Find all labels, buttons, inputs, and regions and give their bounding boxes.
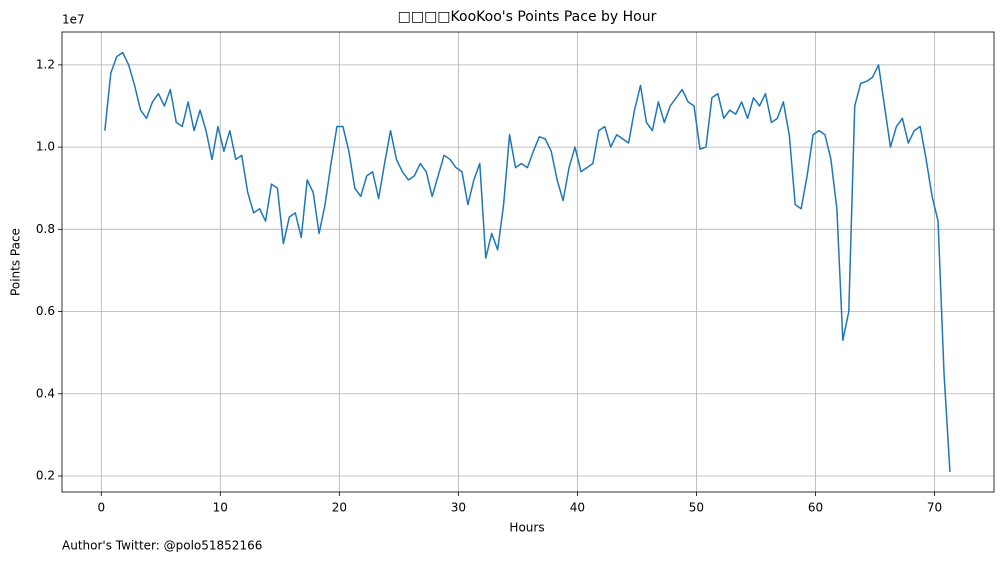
chart-title: □□□□KooKoo's Points Pace by Hour — [398, 9, 657, 25]
y-tick-label: 0.6 — [36, 304, 55, 318]
y-tick-label: 1.2 — [36, 57, 55, 71]
footnote: Author's Twitter: @polo51852166 — [62, 539, 262, 553]
x-tick-label: 40 — [570, 501, 585, 515]
y-tick-label: 0.2 — [36, 468, 55, 482]
y-tick-label: 1.0 — [36, 140, 55, 154]
y-tick-label: 0.8 — [36, 222, 55, 236]
y-axis-label: Points Pace — [9, 228, 23, 296]
x-tick-label: 60 — [808, 501, 823, 515]
x-axis-label: Hours — [509, 521, 544, 535]
x-tick-label: 0 — [97, 501, 105, 515]
x-tick-label: 20 — [332, 501, 347, 515]
x-tick-label: 70 — [927, 501, 942, 515]
axes-frame — [61, 31, 995, 493]
plot-area — [62, 32, 994, 492]
y-offset-label: 1e7 — [62, 13, 85, 27]
data-line — [104, 51, 951, 472]
x-tick-label: 50 — [689, 501, 704, 515]
x-tick-label: 30 — [451, 501, 466, 515]
x-tick-label: 10 — [213, 501, 228, 515]
y-tick-label: 0.4 — [36, 386, 55, 400]
